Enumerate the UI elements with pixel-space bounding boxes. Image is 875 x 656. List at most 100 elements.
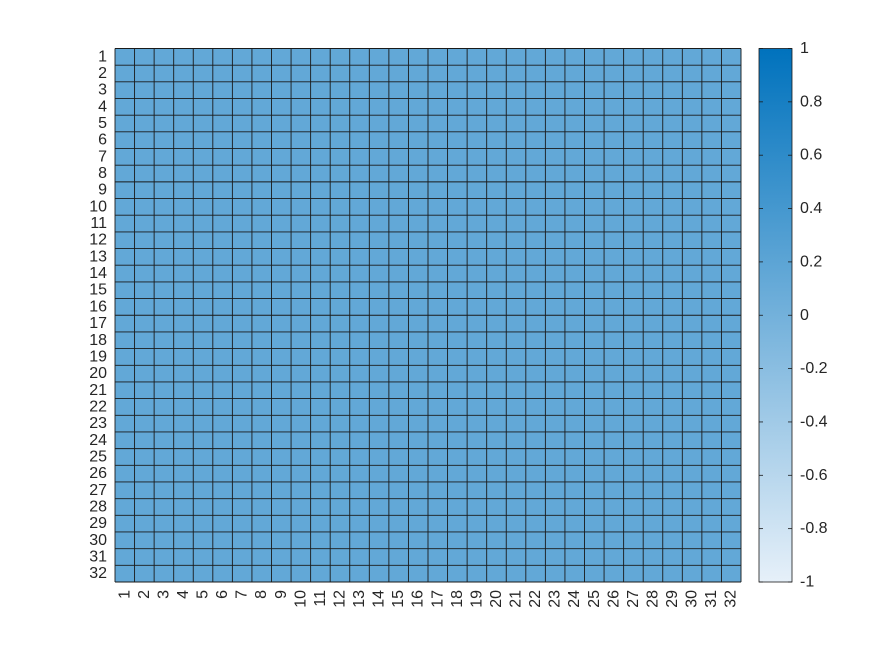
heatmap-cell bbox=[623, 215, 644, 233]
heatmap-cell bbox=[604, 131, 624, 149]
heatmap-cell bbox=[115, 131, 135, 149]
heatmap-cell bbox=[330, 98, 351, 116]
heatmap-cell bbox=[564, 531, 585, 549]
heatmap-cell bbox=[173, 115, 194, 133]
heatmap-cell bbox=[251, 265, 272, 283]
heatmap-cell bbox=[682, 48, 703, 66]
heatmap-cell bbox=[369, 398, 390, 416]
heatmap-cell bbox=[486, 448, 507, 466]
heatmap-cell bbox=[310, 165, 331, 183]
heatmap-cell bbox=[643, 198, 664, 216]
heatmap-cell bbox=[115, 148, 135, 166]
heatmap-cell bbox=[584, 265, 605, 283]
heatmap-cell bbox=[604, 298, 624, 316]
heatmap-cell bbox=[701, 231, 722, 249]
heatmap-cell bbox=[212, 531, 233, 549]
heatmap-cell bbox=[115, 548, 135, 566]
heatmap-cell bbox=[291, 148, 311, 166]
heatmap-cell bbox=[604, 398, 624, 416]
heatmap-cell bbox=[115, 215, 135, 233]
heatmap-cell bbox=[291, 565, 311, 583]
heatmap-cell bbox=[232, 98, 253, 116]
heatmap-cell bbox=[682, 431, 703, 449]
heatmap-cell bbox=[721, 65, 742, 83]
heatmap-cell bbox=[525, 215, 546, 233]
heatmap-cell bbox=[115, 98, 135, 116]
heatmap-cell bbox=[115, 315, 135, 333]
heatmap-cell bbox=[291, 231, 311, 249]
heatmap-cell bbox=[604, 448, 624, 466]
heatmap-cell bbox=[428, 281, 448, 299]
heatmap-cell bbox=[623, 548, 644, 566]
heatmap-cell bbox=[467, 281, 487, 299]
heatmap-cell bbox=[623, 398, 644, 416]
heatmap-cell bbox=[486, 415, 507, 433]
heatmap-cell bbox=[486, 215, 507, 233]
heatmap-cell bbox=[193, 348, 214, 366]
heatmap-cell bbox=[701, 331, 722, 349]
heatmap-cell bbox=[721, 165, 742, 183]
heatmap-cell bbox=[428, 565, 448, 583]
heatmap-cell bbox=[584, 231, 605, 249]
heatmap-cell bbox=[643, 415, 664, 433]
heatmap-cell bbox=[701, 115, 722, 133]
heatmap-cell bbox=[682, 198, 703, 216]
heatmap-cell bbox=[662, 331, 683, 349]
heatmap-cell bbox=[271, 531, 292, 549]
heatmap-cell bbox=[584, 531, 605, 549]
heatmap-cell bbox=[115, 81, 135, 99]
heatmap-cell bbox=[643, 65, 664, 83]
heatmap-cell bbox=[232, 181, 253, 199]
heatmap-cell bbox=[447, 498, 468, 516]
heatmap-cell bbox=[369, 115, 390, 133]
heatmap-cell bbox=[564, 81, 585, 99]
heatmap-cell bbox=[271, 181, 292, 199]
heatmap-cell bbox=[212, 465, 233, 483]
heatmap-cell bbox=[330, 465, 351, 483]
heatmap-cell bbox=[251, 215, 272, 233]
y-tick-label: 5 bbox=[98, 115, 107, 132]
heatmap-cell bbox=[428, 415, 448, 433]
heatmap-cell bbox=[662, 448, 683, 466]
heatmap-cell bbox=[623, 381, 644, 399]
heatmap-cell bbox=[369, 481, 390, 499]
heatmap-cell bbox=[291, 165, 311, 183]
heatmap-cell bbox=[193, 115, 214, 133]
heatmap-cell bbox=[545, 181, 566, 199]
heatmap-cell bbox=[428, 365, 448, 383]
heatmap-cell bbox=[193, 515, 214, 533]
heatmap-cell bbox=[682, 498, 703, 516]
heatmap-cell bbox=[428, 298, 448, 316]
heatmap-cell bbox=[212, 215, 233, 233]
heatmap-cell bbox=[193, 81, 214, 99]
heatmap-cell bbox=[173, 98, 194, 116]
heatmap-cell bbox=[623, 115, 644, 133]
heatmap-cell bbox=[545, 565, 566, 583]
heatmap-cell bbox=[251, 248, 272, 266]
heatmap-cell bbox=[506, 331, 527, 349]
heatmap-cell bbox=[193, 415, 214, 433]
colorbar-tick-label: 0.4 bbox=[800, 200, 822, 217]
heatmap-cell bbox=[506, 165, 527, 183]
heatmap-cell bbox=[506, 65, 527, 83]
heatmap-cell bbox=[564, 315, 585, 333]
colorbar-tick-label: -0.6 bbox=[800, 467, 828, 484]
heatmap-cell bbox=[682, 98, 703, 116]
heatmap-cell bbox=[564, 265, 585, 283]
heatmap-cell bbox=[154, 481, 174, 499]
heatmap-cell bbox=[154, 515, 174, 533]
heatmap-cell bbox=[173, 431, 194, 449]
heatmap-cell bbox=[701, 515, 722, 533]
heatmap-cell bbox=[369, 165, 390, 183]
heatmap-cell bbox=[193, 448, 214, 466]
heatmap-cell bbox=[271, 165, 292, 183]
heatmap-cell bbox=[604, 565, 624, 583]
x-tick-label: 4 bbox=[175, 590, 192, 599]
heatmap-cell bbox=[251, 365, 272, 383]
heatmap-cell bbox=[115, 465, 135, 483]
heatmap-cell bbox=[428, 181, 448, 199]
heatmap-cell bbox=[232, 198, 253, 216]
heatmap-cell bbox=[193, 131, 214, 149]
heatmap-cell bbox=[682, 348, 703, 366]
heatmap-cell bbox=[701, 215, 722, 233]
